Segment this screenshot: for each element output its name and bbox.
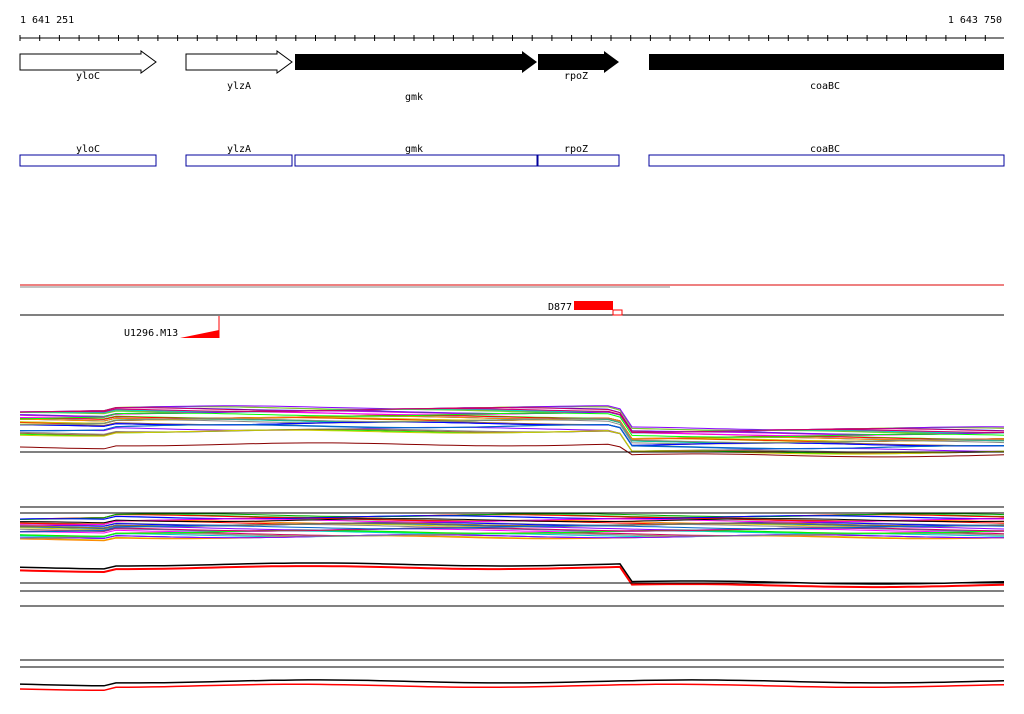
gene-arrow bbox=[295, 51, 537, 73]
gene-label: ylzA bbox=[227, 81, 251, 92]
operons: yloC ylzA gmk rpoZ coaBC bbox=[19, 144, 1005, 167]
track-curve bbox=[20, 525, 1005, 533]
gene-label: coaBC bbox=[810, 81, 840, 92]
gene-label: gmk bbox=[405, 92, 423, 103]
track-curve bbox=[19, 565, 1005, 589]
track-curve bbox=[19, 529, 1005, 537]
operon-label: rpoZ bbox=[564, 144, 588, 155]
ruler-start: 1 641 251 bbox=[20, 15, 74, 26]
feature-triangle bbox=[180, 330, 219, 338]
ruler-ticks bbox=[19, 35, 986, 41]
ruler-end: 1 643 750 bbox=[948, 15, 1002, 26]
track-curve bbox=[20, 408, 1004, 434]
track-curve bbox=[19, 429, 1005, 455]
operon-label: ylzA bbox=[227, 144, 251, 155]
track-curve bbox=[19, 534, 1004, 539]
feature-block bbox=[612, 309, 623, 316]
operon-label: yloC bbox=[76, 144, 100, 155]
feature-label: U1296.M13 bbox=[124, 328, 178, 339]
genes: yloC ylzA gmk rpoZ coaBC bbox=[19, 50, 1004, 103]
track-curve bbox=[19, 513, 1005, 520]
track-curve bbox=[19, 515, 1005, 520]
feature-label: D877 bbox=[548, 302, 572, 313]
gene-arrow bbox=[538, 51, 619, 73]
operon-box bbox=[185, 154, 293, 167]
operon-label: coaBC bbox=[810, 144, 840, 155]
expression-tracks bbox=[19, 405, 1005, 692]
track-curve bbox=[19, 528, 1005, 534]
gene-label: yloC bbox=[76, 71, 100, 82]
track-curve bbox=[19, 407, 1005, 433]
operon-box bbox=[537, 154, 620, 167]
track-curve bbox=[20, 518, 1005, 524]
track-curve bbox=[19, 442, 1005, 458]
track-curve bbox=[19, 535, 1005, 542]
operon-box bbox=[648, 154, 1005, 167]
operon-box bbox=[19, 154, 157, 167]
track-curve bbox=[19, 679, 1005, 687]
track-curve bbox=[20, 418, 1005, 444]
track-curve bbox=[19, 424, 1004, 450]
operon-label: gmk bbox=[405, 144, 423, 155]
track-curve bbox=[19, 408, 1005, 433]
gene-label: rpoZ bbox=[564, 71, 588, 82]
track-curve bbox=[20, 521, 1005, 527]
gene-arrow bbox=[649, 54, 1004, 70]
gene-arrow bbox=[19, 50, 157, 74]
feature-block bbox=[574, 301, 613, 310]
track-curve bbox=[19, 412, 1005, 438]
track-curve bbox=[19, 683, 1005, 692]
gene-arrow bbox=[185, 50, 293, 74]
operon-box bbox=[294, 154, 538, 167]
track-curve bbox=[20, 414, 1005, 440]
track-curve bbox=[19, 421, 1005, 447]
track-curve bbox=[19, 562, 1005, 585]
